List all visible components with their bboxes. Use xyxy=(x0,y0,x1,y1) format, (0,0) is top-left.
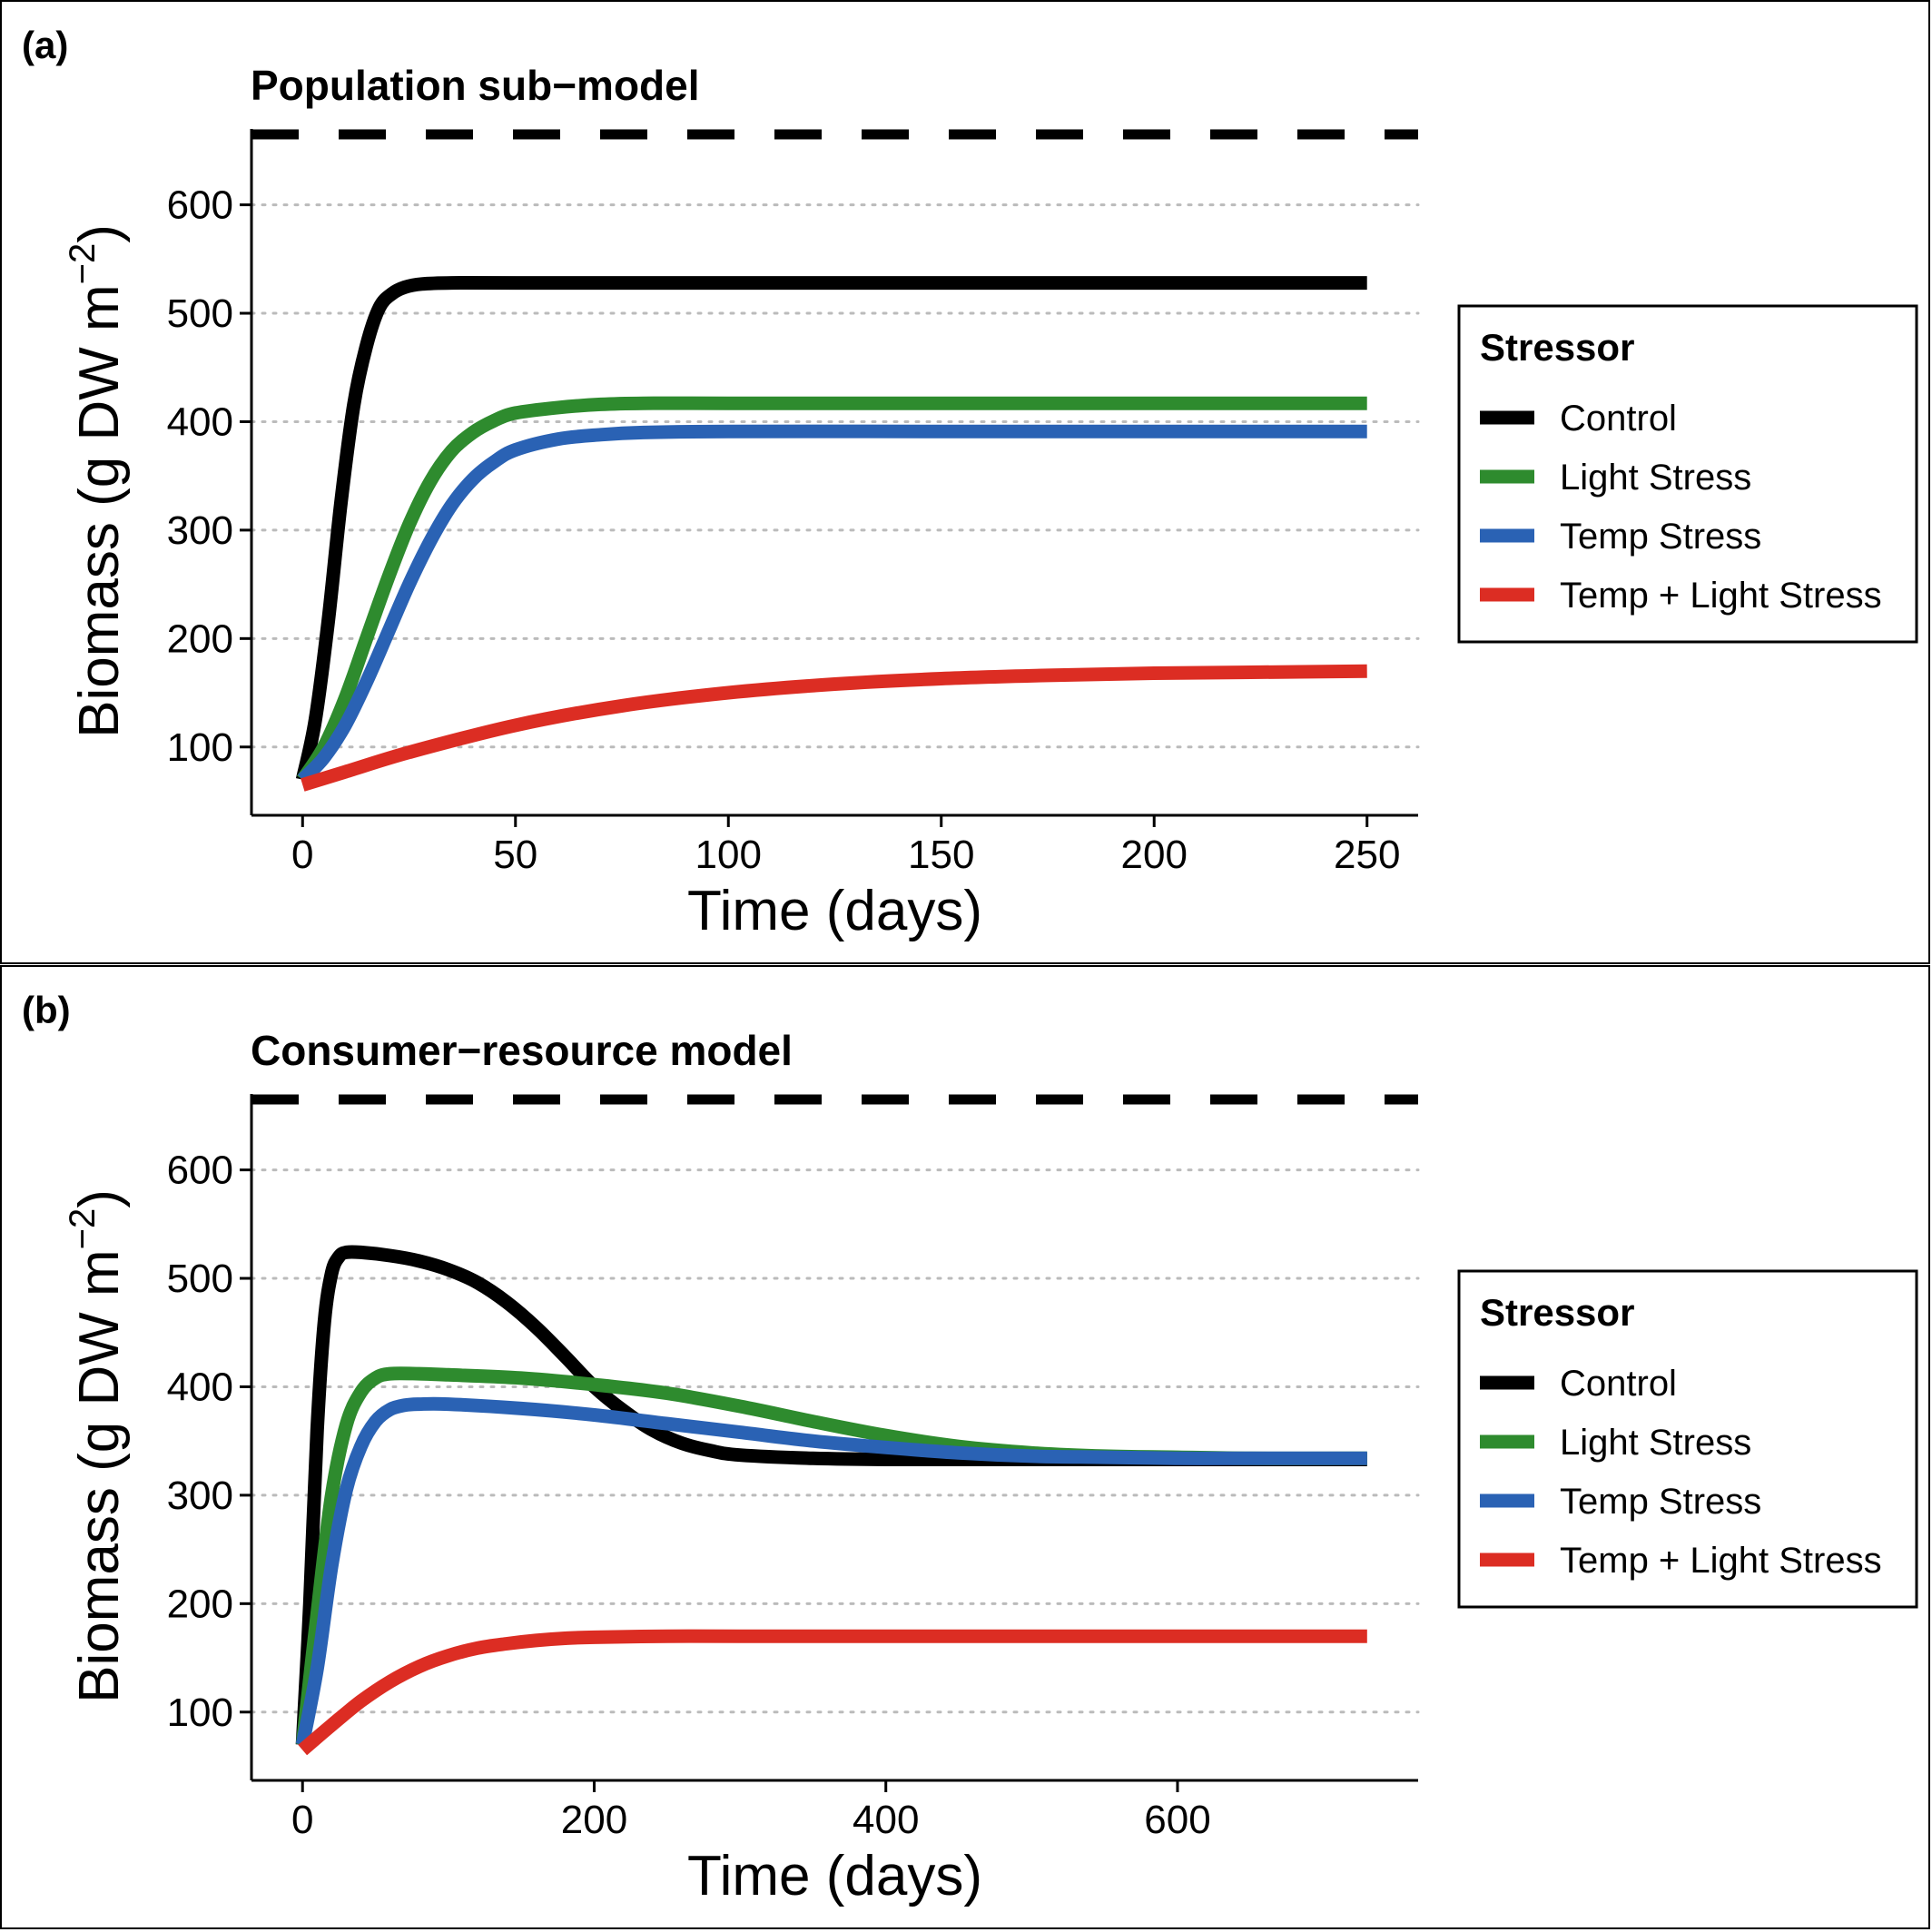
legend-label: Light Stress xyxy=(1560,1423,1751,1463)
legend-box xyxy=(1457,304,1918,644)
series-line-temp-light-stress xyxy=(298,1629,1367,1756)
panel-label: (a) xyxy=(22,24,68,66)
legend-title: Stressor xyxy=(1480,1291,1634,1334)
chart-a-svg: (a) Population sub−model 100200300400500… xyxy=(22,24,1918,942)
y-axis-title-end: ) xyxy=(68,224,131,243)
y-tick-label: 200 xyxy=(167,616,233,661)
y-tick-label: 600 xyxy=(167,183,233,228)
panel-label: (b) xyxy=(22,989,71,1031)
y-tick-label: 100 xyxy=(167,725,233,770)
x-tick-label: 50 xyxy=(493,833,537,877)
x-tick-label: 250 xyxy=(1334,833,1400,877)
series-line-control xyxy=(295,276,1367,782)
x-axis-ticks: 0 200 400 600 xyxy=(291,1780,1211,1842)
y-axis-title-superscript: −2 xyxy=(63,1208,103,1250)
chart-title: Population sub−model xyxy=(251,62,700,109)
x-tick-label: 0 xyxy=(291,833,313,877)
x-tick-label: 100 xyxy=(695,833,762,877)
x-axis-title: Time (days) xyxy=(687,880,982,942)
gridlines xyxy=(250,1168,1420,1714)
legend-entries: Control Light Stress Temp Stress Temp + Lig… xyxy=(1480,1364,1882,1581)
series-line-temp-stress xyxy=(295,1396,1367,1747)
y-axis-ticks: 100 200 300 400 500 600 xyxy=(167,1148,251,1735)
series-lines xyxy=(295,1245,1367,1756)
legend-label: Temp Stress xyxy=(1560,517,1761,557)
y-tick-label: 500 xyxy=(167,1257,233,1301)
legend-label: Control xyxy=(1560,399,1677,439)
y-tick-label: 300 xyxy=(167,1474,233,1518)
axes xyxy=(250,129,1418,817)
series-line-temp-stress xyxy=(297,424,1367,784)
x-tick-label: 0 xyxy=(291,1798,313,1842)
y-tick-label: 400 xyxy=(167,399,233,444)
y-axis-title-main: Biomass (g DW m xyxy=(68,284,131,737)
x-tick-label: 400 xyxy=(853,1798,919,1842)
series-line-light-stress xyxy=(297,396,1367,784)
y-tick-label: 600 xyxy=(167,1148,233,1193)
y-tick-label: 200 xyxy=(167,1582,233,1626)
y-tick-label: 300 xyxy=(167,508,233,553)
y-tick-label: 100 xyxy=(167,1690,233,1735)
legend-label: Temp + Light Stress xyxy=(1560,1541,1882,1581)
series-line-control xyxy=(295,1245,1367,1746)
series-line-light-stress xyxy=(295,1366,1367,1746)
y-axis-ticks: 100 200 300 400 500 600 xyxy=(167,183,251,770)
legend-title: Stressor xyxy=(1480,326,1634,369)
legend-label: Control xyxy=(1560,1364,1677,1404)
x-axis-ticks: 0 50 100 150 200 250 xyxy=(291,815,1400,877)
x-tick-label: 200 xyxy=(561,1798,627,1842)
x-tick-label: 600 xyxy=(1144,1798,1210,1842)
x-axis-title: Time (days) xyxy=(687,1845,982,1907)
y-axis-title-end: ) xyxy=(68,1189,131,1208)
x-tick-label: 200 xyxy=(1121,833,1188,877)
gridlines xyxy=(250,203,1420,749)
series-line-temp-light-stress xyxy=(301,664,1367,792)
panel-b: (b) Consumer−resource model 100 200 300 400… xyxy=(0,965,1930,1929)
legend-label: Temp Stress xyxy=(1560,1482,1761,1522)
legend-entries: Control Light Stress Temp Stress Temp + Lig… xyxy=(1480,399,1882,616)
chart-title: Consumer−resource model xyxy=(251,1027,793,1074)
legend: Stressor Control Light Stress Temp Stress T… xyxy=(1457,304,1918,644)
legend: Stressor Control Light Stress Temp Stress T… xyxy=(1457,1269,1918,1609)
y-axis-title-main: Biomass (g DW m xyxy=(68,1249,131,1702)
panel-a: (a) Population sub−model 100 200 300 400 500… xyxy=(0,0,1930,964)
series-lines xyxy=(295,276,1367,792)
y-axis-title: Biomass (g DW m−2) xyxy=(63,1189,131,1703)
chart-b-svg: (b) Consumer−resource model 100 200 300 400… xyxy=(22,989,1918,1907)
axes xyxy=(250,1094,1418,1782)
y-tick-label: 500 xyxy=(167,291,233,336)
legend-box xyxy=(1457,1269,1918,1609)
y-tick-label: 400 xyxy=(167,1365,233,1409)
y-axis-title: Biomass (g DW m−2) xyxy=(63,224,131,738)
legend-label: Temp + Light Stress xyxy=(1560,576,1882,616)
legend-label: Light Stress xyxy=(1560,458,1751,498)
x-tick-label: 150 xyxy=(908,833,974,877)
y-axis-title-superscript: −2 xyxy=(63,243,103,285)
